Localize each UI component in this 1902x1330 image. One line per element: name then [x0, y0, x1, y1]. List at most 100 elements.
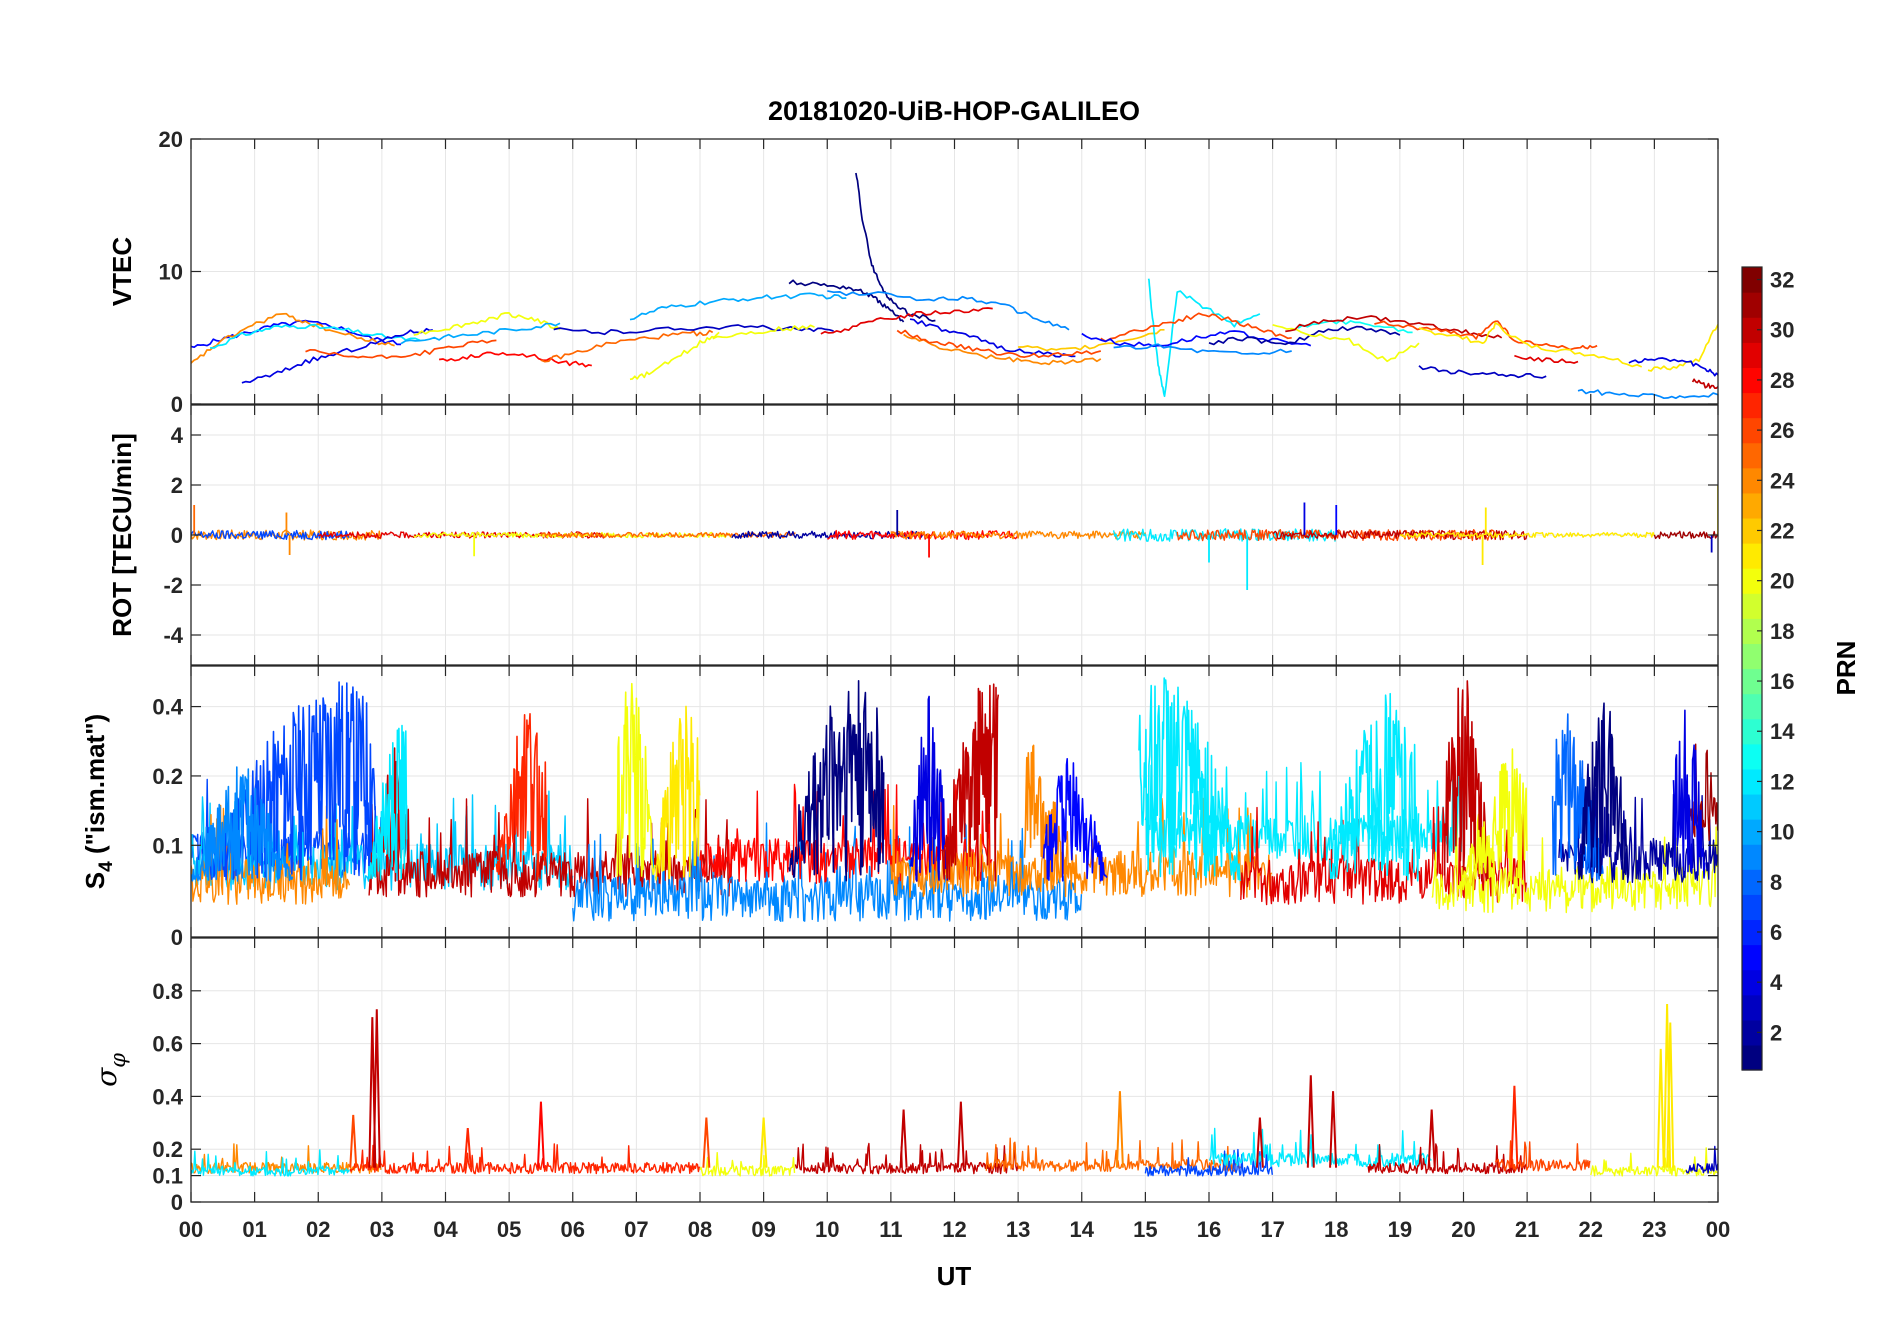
series-line-prn-3: [1418, 365, 1547, 379]
series-line-prn-28: [827, 529, 1019, 541]
series-line-prn-4: [909, 695, 949, 882]
series-line-prn-12: [368, 724, 408, 881]
colorbar-segment: [1742, 643, 1762, 670]
spike-mark: [536, 1101, 545, 1168]
x-tick-label: 06: [561, 1217, 585, 1242]
series-line-prn-2: [1208, 325, 1401, 346]
colorbar-segment: [1742, 743, 1762, 770]
series-line-prn-9: [191, 766, 294, 882]
x-tick-label: 05: [497, 1217, 521, 1242]
series-line-prn-10: [629, 292, 847, 321]
x-tick-label: 19: [1388, 1217, 1412, 1242]
spike-mark: [463, 1128, 472, 1168]
colorbar-tick-label: 30: [1770, 318, 1794, 343]
colorbar-tick-label: 2: [1770, 1020, 1782, 1045]
colorbar-tick-label: 12: [1770, 769, 1794, 794]
series-line-prn-26: [305, 339, 497, 360]
series-line-prn-26: [1100, 312, 1292, 343]
series-line-prn-31: [1653, 530, 1718, 540]
x-axis-label: UT: [937, 1261, 972, 1291]
series-line-prn-20: [413, 531, 733, 539]
y-tick-label: 20: [159, 127, 183, 152]
y-tick-label: 0: [171, 925, 183, 950]
x-tick-label: 02: [306, 1217, 330, 1242]
series-line-prn-25: [540, 329, 714, 363]
series-line-prn-12: [1144, 762, 1464, 863]
series-line-prn-20: [1590, 1147, 1718, 1177]
series-line-prn-20: [1272, 323, 1420, 363]
colorbar-segment: [1742, 292, 1762, 318]
colorbar-segment: [1742, 869, 1762, 895]
y-tick-label: -2: [163, 573, 183, 598]
colorbar-tick-label: 24: [1770, 468, 1795, 493]
series-line-prn-26: [1374, 320, 1598, 351]
colorbar-segment: [1742, 317, 1762, 343]
colorbar-segment: [1742, 844, 1762, 870]
colorbar-segment: [1742, 944, 1762, 971]
colorbar-tick-label: 8: [1770, 870, 1782, 895]
y-axis-label: S4 ("ism.mat"): [80, 714, 117, 889]
series-line-prn-4: [1628, 357, 1718, 377]
series-line-prn-20: [413, 312, 561, 336]
series-line-prn-13: [1297, 319, 1413, 334]
x-tick-label: 21: [1515, 1217, 1539, 1242]
x-tick-label: 09: [751, 1217, 775, 1242]
x-tick-label: 12: [942, 1217, 966, 1242]
colorbar-label: PRN: [1831, 641, 1861, 696]
x-tick-label: 16: [1197, 1217, 1221, 1242]
colorbar-tick-label: 26: [1770, 418, 1794, 443]
colorbar-segment: [1742, 819, 1762, 845]
series-line-prn-9: [1577, 388, 1718, 400]
y-tick-label: 2: [171, 473, 183, 498]
chart-title: 20181020-UiB-HOP-GALILEO: [768, 96, 1140, 126]
panel-rot: -4 -2 0 2 4 ROT [TECU/min]: [107, 404, 1719, 666]
colorbar-segment: [1742, 417, 1762, 444]
y-tick-label: 0: [171, 392, 183, 417]
series-line-prn-9: [572, 822, 1083, 922]
colorbar-tick-label: 28: [1770, 368, 1794, 393]
y-tick-label: 0.2: [152, 1137, 183, 1162]
y-tick-label: 0.2: [152, 764, 183, 789]
series-line-prn-3: [553, 324, 834, 336]
x-tick-label: 04: [433, 1217, 458, 1242]
series-line-prn-1: [1577, 702, 1630, 881]
colorbar-segment: [1742, 267, 1762, 293]
x-tick-label: 22: [1579, 1217, 1603, 1242]
series-line-prn-9: [1113, 343, 1292, 356]
x-tick-label: 07: [624, 1217, 648, 1242]
colorbar-segment: [1742, 517, 1762, 544]
x-tick-label: 10: [815, 1217, 839, 1242]
y-tick-label: 0.4: [152, 695, 183, 720]
colorbar-segment: [1742, 693, 1762, 720]
colorbar-segment: [1742, 392, 1762, 419]
colorbar-tick-label: 4: [1770, 970, 1783, 995]
series-line-prn-12: [191, 1149, 350, 1177]
x-tick-label: 23: [1642, 1217, 1666, 1242]
series-line-prn-29: [820, 307, 993, 335]
x-tick-label: 08: [688, 1217, 712, 1242]
x-tick-label: 17: [1260, 1217, 1284, 1242]
y-axis-label: VTEC: [107, 237, 137, 307]
panel-s4: 0.1 0.2 0.4 0 S4 ("ism.mat"): [80, 665, 1719, 950]
colorbar-segment: [1742, 1044, 1762, 1071]
colorbar-frame: [1741, 266, 1763, 1071]
series-line-prn-4: [909, 318, 1076, 358]
series-line-prn-27: [495, 713, 548, 882]
colorbar-segment: [1742, 568, 1762, 594]
series-line-prn-21: [1399, 531, 1656, 539]
series-line-prn-28: [438, 351, 592, 368]
series-line-prn-24: [903, 333, 1102, 366]
series-line-prn-1: [788, 680, 885, 882]
series-line-prn-20: [629, 331, 720, 381]
spike-mark: [372, 1009, 381, 1168]
series-line-prn-30: [794, 1142, 1019, 1175]
colorbar-segment: [1742, 367, 1762, 394]
y-tick-label: -4: [163, 623, 183, 648]
colorbar-segment: [1742, 768, 1762, 795]
series-line-prn-30: [368, 798, 733, 898]
panel-sigma_phi: 00.10.2 0.4 0.6 0.8 σφ: [90, 937, 1719, 1215]
series-group-rot: [191, 485, 1718, 590]
y-tick-label: 0.8: [152, 979, 183, 1004]
colorbar-segment: [1742, 593, 1762, 619]
